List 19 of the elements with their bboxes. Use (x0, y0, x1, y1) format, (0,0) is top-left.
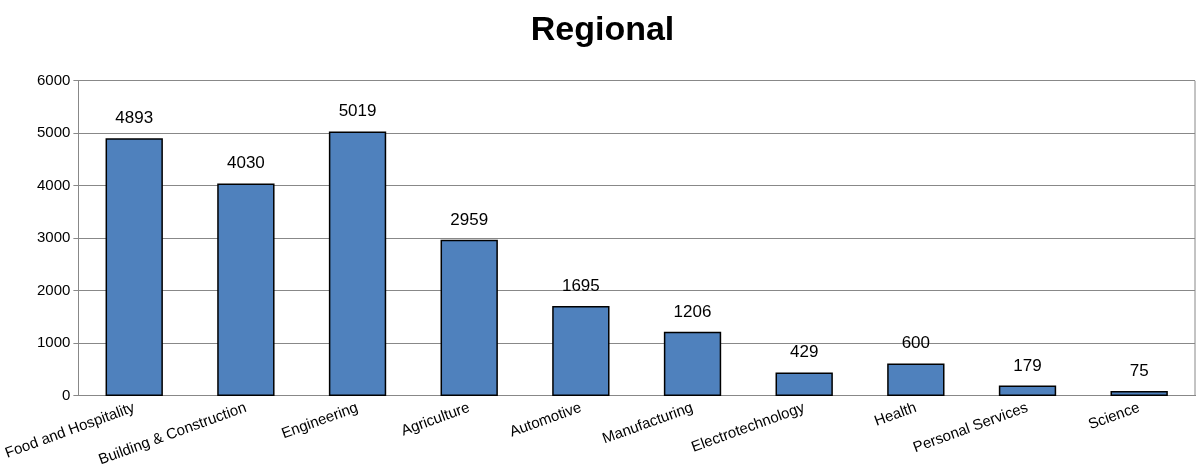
y-tick-label: 0 (62, 385, 71, 403)
data-label: 4893 (115, 108, 154, 128)
chart-title: Regional (530, 8, 675, 47)
y-tick-label: 4000 (37, 175, 71, 193)
y-tick-label: 5000 (37, 123, 71, 141)
y-tick-label: 2000 (37, 280, 71, 298)
y-tick-label: 1000 (37, 333, 71, 351)
y-tick-label: 3000 (37, 228, 71, 246)
data-label: 5019 (338, 101, 377, 121)
data-label: 75 (1129, 361, 1149, 381)
data-label: 600 (901, 333, 931, 353)
x-tick-label: Science (1085, 397, 1142, 433)
data-label: 1695 (561, 275, 600, 295)
data-label: 429 (790, 342, 819, 362)
y-tick-label: 6000 (37, 70, 71, 88)
data-label: 179 (1013, 355, 1042, 375)
data-label: 4030 (226, 153, 265, 173)
data-label: 2959 (450, 209, 489, 229)
data-label: 1206 (673, 301, 712, 321)
